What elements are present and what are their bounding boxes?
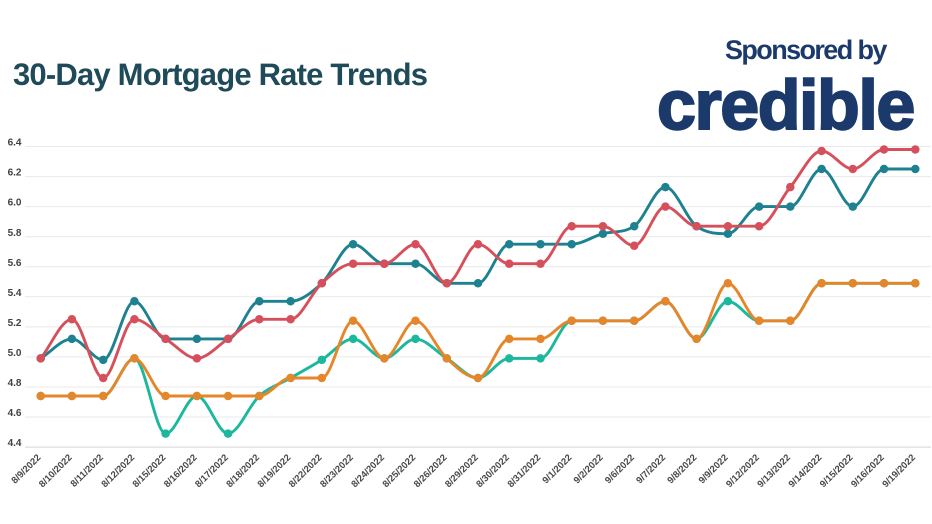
svg-text:9/16/2022: 9/16/2022 <box>849 452 887 490</box>
svg-text:5.4: 5.4 <box>8 288 22 299</box>
svg-text:9/19/2022: 9/19/2022 <box>880 452 918 490</box>
svg-text:4.8: 4.8 <box>8 378 22 389</box>
svg-text:9/1/2022: 9/1/2022 <box>540 452 574 486</box>
svg-text:8/31/2022: 8/31/2022 <box>506 452 544 490</box>
svg-text:6.4: 6.4 <box>8 138 22 149</box>
svg-text:5.0: 5.0 <box>8 348 22 359</box>
svg-text:5.6: 5.6 <box>8 258 22 269</box>
svg-text:4.6: 4.6 <box>8 408 22 419</box>
svg-text:8/15/2022: 8/15/2022 <box>131 452 169 490</box>
svg-text:8/22/2022: 8/22/2022 <box>287 452 325 490</box>
svg-text:8/25/2022: 8/25/2022 <box>381 452 419 490</box>
svg-text:9/8/2022: 9/8/2022 <box>665 452 699 486</box>
svg-text:8/18/2022: 8/18/2022 <box>224 452 262 490</box>
svg-text:6.0: 6.0 <box>8 198 22 209</box>
svg-text:8/30/2022: 8/30/2022 <box>474 452 512 490</box>
svg-text:5.2: 5.2 <box>8 318 22 329</box>
svg-text:9/7/2022: 9/7/2022 <box>634 452 668 486</box>
svg-text:9/2/2022: 9/2/2022 <box>572 452 606 486</box>
svg-text:5.8: 5.8 <box>8 228 22 239</box>
svg-text:8/10/2022: 8/10/2022 <box>37 452 75 490</box>
svg-text:9/13/2022: 9/13/2022 <box>755 452 793 490</box>
svg-text:6.2: 6.2 <box>8 168 22 179</box>
svg-text:4.4: 4.4 <box>8 438 22 449</box>
svg-text:9/6/2022: 9/6/2022 <box>603 452 637 486</box>
